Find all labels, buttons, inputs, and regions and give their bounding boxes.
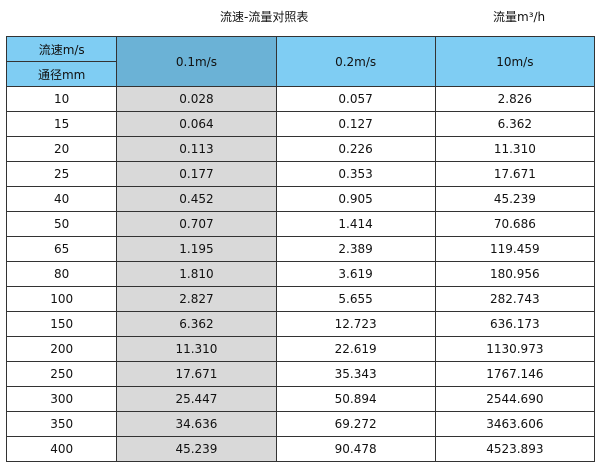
flow-cell: 1.195 — [116, 236, 277, 262]
flow-cell: 0.113 — [116, 136, 277, 162]
flow-cell: 0.452 — [116, 186, 277, 212]
table-row: 100 2.827 5.655 282.743 — [5, 286, 596, 312]
flow-cell: 3.619 — [275, 261, 436, 287]
flow-cell: 0.127 — [275, 111, 436, 137]
velocity-header: 流速m/s — [5, 36, 118, 62]
table-row: 350 34.636 69.272 3463.606 — [5, 411, 596, 437]
flow-cell: 5.655 — [275, 286, 436, 312]
flow-cell: 3463.606 — [434, 411, 596, 437]
flow-cell: 12.723 — [275, 311, 436, 337]
table-row: 200 11.310 22.619 1130.973 — [5, 336, 596, 362]
diameter-cell: 20 — [5, 136, 118, 162]
table-row: 250 17.671 35.343 1767.146 — [5, 361, 596, 387]
table-row: 10 0.028 0.057 2.826 — [5, 86, 596, 112]
diameter-cell: 65 — [5, 236, 118, 262]
diameter-cell: 80 — [5, 261, 118, 287]
diameter-cell: 25 — [5, 161, 118, 187]
flow-unit-label: 流量m³/h — [493, 10, 546, 24]
diameter-cell: 400 — [5, 436, 118, 462]
table-row: 400 45.239 90.478 4523.893 — [5, 436, 596, 462]
diameter-cell: 10 — [5, 86, 118, 112]
flow-cell: 4523.893 — [434, 436, 596, 462]
flow-cell: 0.064 — [116, 111, 277, 137]
flow-cell: 0.905 — [275, 186, 436, 212]
column-header: 0.1m/s — [116, 36, 277, 87]
table-title: 流速-流量对照表 — [220, 10, 309, 24]
flow-cell: 0.353 — [275, 161, 436, 187]
table-row: 40 0.452 0.905 45.239 — [5, 186, 596, 212]
flow-cell: 6.362 — [116, 311, 277, 337]
flow-cell: 11.310 — [116, 336, 277, 362]
table-row: 300 25.447 50.894 2544.690 — [5, 386, 596, 412]
table-row: 65 1.195 2.389 119.459 — [5, 236, 596, 262]
diameter-cell: 250 — [5, 361, 118, 387]
flow-cell: 0.226 — [275, 136, 436, 162]
flow-cell: 25.447 — [116, 386, 277, 412]
flow-cell: 34.636 — [116, 411, 277, 437]
diameter-cell: 100 — [5, 286, 118, 312]
flow-cell: 2544.690 — [434, 386, 596, 412]
table-row: 150 6.362 12.723 636.173 — [5, 311, 596, 337]
diameter-cell: 50 — [5, 211, 118, 237]
table-row: 15 0.064 0.127 6.362 — [5, 111, 596, 137]
column-header: 10m/s — [434, 36, 596, 87]
table-row: 80 1.810 3.619 180.956 — [5, 261, 596, 287]
flow-cell: 2.827 — [116, 286, 277, 312]
diameter-cell: 350 — [5, 411, 118, 437]
flow-cell: 17.671 — [434, 161, 596, 187]
flow-cell: 50.894 — [275, 386, 436, 412]
diameter-cell: 40 — [5, 186, 118, 212]
flow-cell: 45.239 — [116, 436, 277, 462]
flow-cell: 0.177 — [116, 161, 277, 187]
diameter-cell: 15 — [5, 111, 118, 137]
flow-cell: 0.057 — [275, 86, 436, 112]
diameter-header: 通径mm — [5, 61, 118, 87]
diameter-cell: 300 — [5, 386, 118, 412]
flow-cell: 1130.973 — [434, 336, 596, 362]
diameter-cell: 150 — [5, 311, 118, 337]
column-header: 0.2m/s — [275, 36, 436, 87]
flow-cell: 282.743 — [434, 286, 596, 312]
flow-cell: 69.272 — [275, 411, 436, 437]
flow-cell: 35.343 — [275, 361, 436, 387]
velocity-flow-table: 流速m/s 0.1m/s 0.2m/s 10m/s 通径mm 10 0.028 0.… — [5, 36, 596, 462]
table-row: 20 0.113 0.226 11.310 — [5, 136, 596, 162]
flow-cell: 0.028 — [116, 86, 277, 112]
flow-cell: 45.239 — [434, 186, 596, 212]
flow-cell: 2.826 — [434, 86, 596, 112]
flow-cell: 70.686 — [434, 211, 596, 237]
flow-cell: 0.707 — [116, 211, 277, 237]
flow-cell: 22.619 — [275, 336, 436, 362]
flow-cell: 6.362 — [434, 111, 596, 137]
flow-cell: 1767.146 — [434, 361, 596, 387]
flow-cell: 1.414 — [275, 211, 436, 237]
table-row: 50 0.707 1.414 70.686 — [5, 211, 596, 237]
flow-cell: 17.671 — [116, 361, 277, 387]
flow-cell: 119.459 — [434, 236, 596, 262]
flow-cell: 636.173 — [434, 311, 596, 337]
flow-cell: 90.478 — [275, 436, 436, 462]
flow-cell: 180.956 — [434, 261, 596, 287]
table-row: 25 0.177 0.353 17.671 — [5, 161, 596, 187]
diameter-cell: 200 — [5, 336, 118, 362]
flow-cell: 2.389 — [275, 236, 436, 262]
flow-cell: 1.810 — [116, 261, 277, 287]
flow-cell: 11.310 — [434, 136, 596, 162]
